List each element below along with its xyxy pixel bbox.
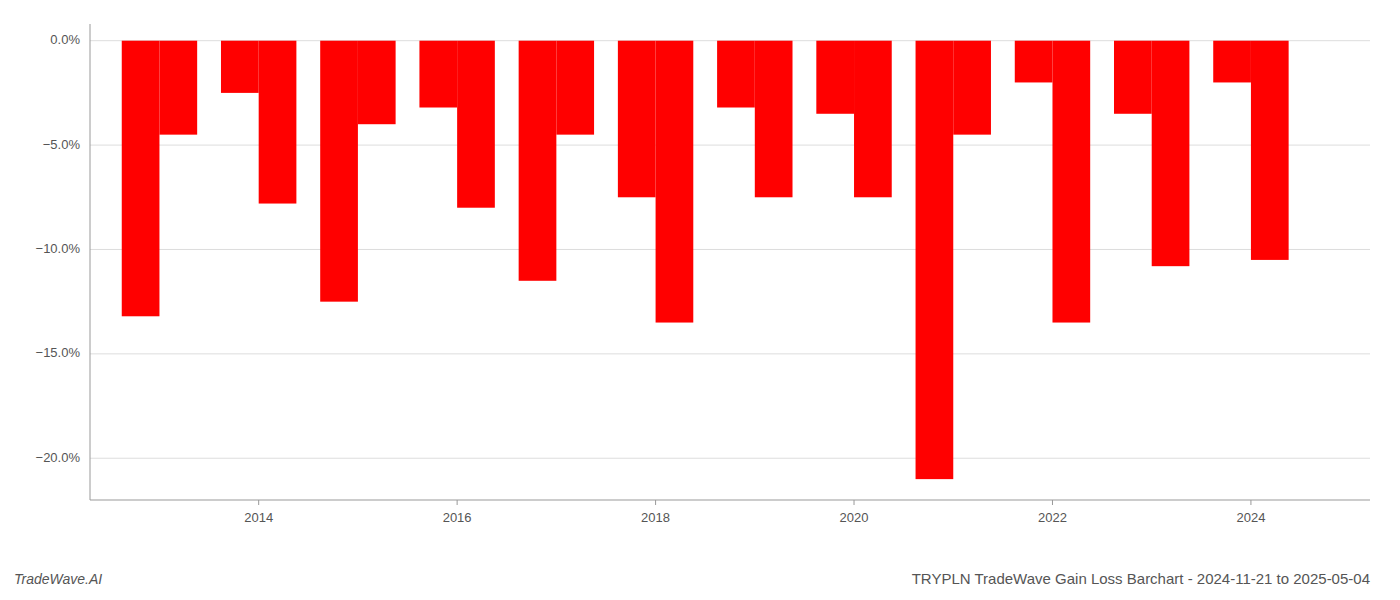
- page: {"chart_data": { "type": "bar", "title":…: [0, 0, 1400, 600]
- y-tick-label: −20.0%: [36, 450, 81, 465]
- bar: [916, 41, 954, 479]
- x-tick: [457, 500, 458, 505]
- bar: [1152, 41, 1190, 266]
- bar: [755, 41, 793, 198]
- x-tick: [1250, 500, 1251, 505]
- x-axis-line: [90, 500, 1370, 501]
- x-tick: [258, 500, 259, 505]
- bar: [556, 41, 594, 135]
- x-tick-label: 2024: [1236, 510, 1265, 525]
- x-tick-label: 2016: [443, 510, 472, 525]
- bar: [953, 41, 991, 135]
- bar: [320, 41, 358, 302]
- grid-line: [90, 353, 1370, 354]
- bar: [159, 41, 197, 135]
- y-tick-label: −5.0%: [43, 137, 81, 152]
- x-tick-label: 2020: [840, 510, 869, 525]
- bar: [457, 41, 495, 208]
- bar: [419, 41, 457, 108]
- y-tick-label: −15.0%: [36, 345, 81, 360]
- bar: [1213, 41, 1251, 83]
- x-tick-label: 2014: [244, 510, 273, 525]
- bar: [854, 41, 892, 198]
- watermark: TradeWave.AI: [14, 571, 102, 587]
- bar: [618, 41, 656, 198]
- x-axis-labels: 2014 2016 2018 2020 2022 2024: [244, 500, 1265, 525]
- y-tick-label: 0.0%: [50, 32, 80, 47]
- x-tick: [655, 500, 656, 505]
- y-tick-label: −10.0%: [36, 241, 81, 256]
- x-tick-label: 2018: [641, 510, 670, 525]
- bar: [519, 41, 557, 281]
- chart: 0.0%−5.0%−10.0%−15.0%−20.0%2014201620182…: [0, 0, 1400, 600]
- x-tick-label: 2022: [1038, 510, 1067, 525]
- x-tick: [854, 500, 855, 505]
- bar: [816, 41, 854, 114]
- bar: [221, 41, 259, 93]
- bar: [1052, 41, 1090, 323]
- bar: [1114, 41, 1152, 114]
- x-tick: [1052, 500, 1053, 505]
- bars: [122, 41, 1289, 479]
- bar: [259, 41, 297, 204]
- bar: [717, 41, 755, 108]
- bar: [656, 41, 694, 323]
- grid: [90, 41, 1370, 459]
- y-axis-labels: 0.0% −5.0% −10.0% −15.0% −20.0%: [36, 32, 81, 465]
- bar: [358, 41, 396, 125]
- bar: [1251, 41, 1289, 260]
- title: TRYPLN TradeWave Gain Loss Barchart - 20…: [912, 570, 1370, 587]
- y-axis-line: [90, 24, 91, 500]
- bar: [1015, 41, 1053, 83]
- grid-line: [90, 458, 1370, 459]
- bar: [122, 41, 160, 317]
